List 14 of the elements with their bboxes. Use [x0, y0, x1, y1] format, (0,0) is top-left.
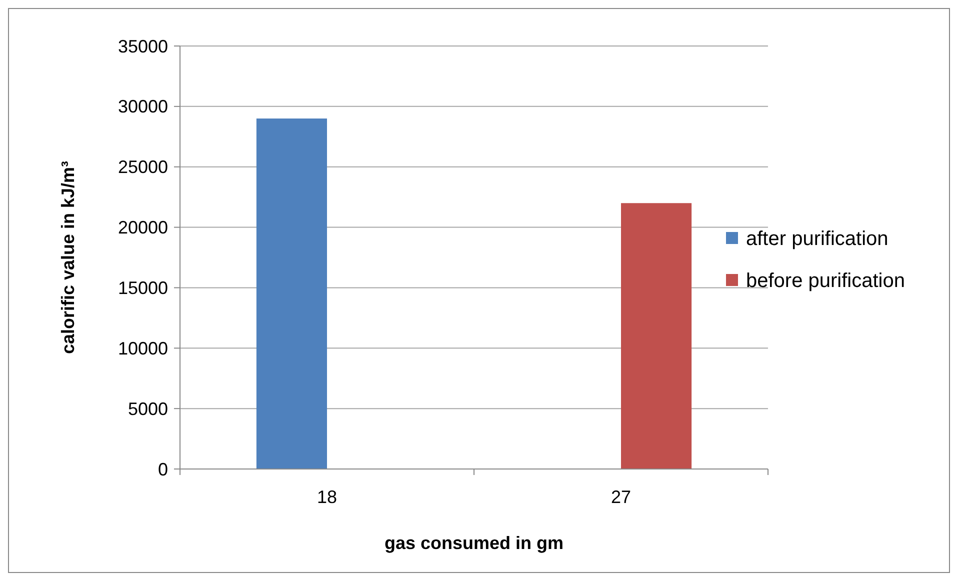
legend-label: before purification [746, 270, 905, 292]
y-axis-title: calorific value in kJ/m³ [58, 160, 78, 354]
y-tick-label: 30000 [118, 96, 168, 117]
y-tick-label: 15000 [118, 278, 168, 298]
x-axis-title: gas consumed in gm [384, 533, 564, 553]
y-tick-label: 20000 [118, 218, 168, 238]
x-tick-label: 27 [610, 487, 632, 507]
x-tick-label: 18 [316, 487, 338, 507]
y-tick-label: 25000 [118, 157, 168, 178]
y-tick-label: 5000 [128, 398, 168, 419]
y-tick-label: 10000 [118, 338, 168, 358]
y-tick-label: 35000 [118, 36, 168, 56]
y-tick-label: 0 [158, 459, 168, 480]
legend-label: after purification [746, 228, 888, 250]
